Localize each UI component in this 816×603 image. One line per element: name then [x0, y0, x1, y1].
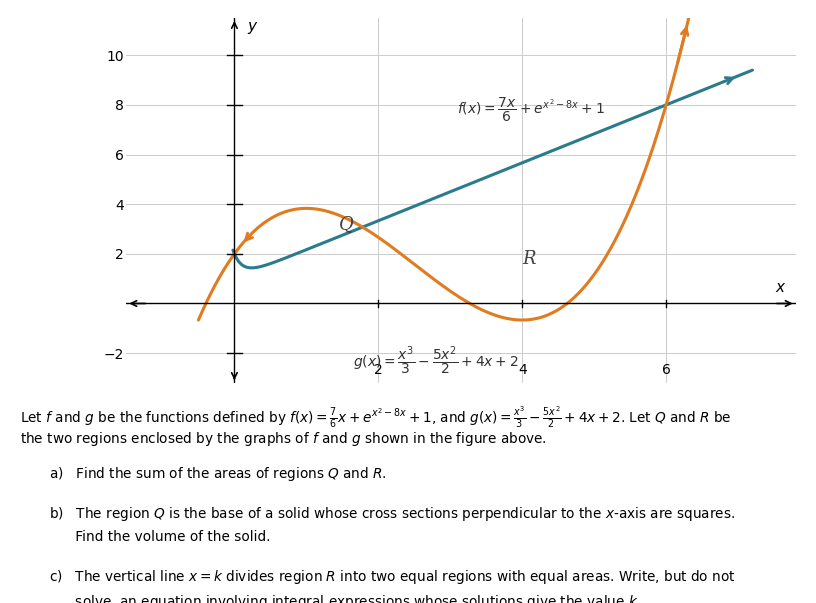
Text: Let $f$ and $g$ be the functions defined by $f(x) = \frac{7}{6}x + e^{x^2-8x} + : Let $f$ and $g$ be the functions defined… [20, 405, 732, 430]
Text: Q: Q [339, 215, 353, 233]
Text: the two regions enclosed by the graphs of $f$ and $g$ shown in the figure above.: the two regions enclosed by the graphs o… [20, 431, 548, 449]
Text: $g(x) = \dfrac{x^3}{3} - \dfrac{5x^2}{2} + 4x + 2$: $g(x) = \dfrac{x^3}{3} - \dfrac{5x^2}{2}… [353, 344, 519, 377]
Text: Find the volume of the solid.: Find the volume of the solid. [49, 530, 270, 544]
Text: $f(x) = \dfrac{7x}{6} + e^{x^2-8x} + 1$: $f(x) = \dfrac{7x}{6} + e^{x^2-8x} + 1$ [458, 96, 605, 124]
Text: a)   Find the sum of the areas of regions $Q$ and $R$.: a) Find the sum of the areas of regions … [49, 466, 387, 483]
Text: $x$: $x$ [775, 280, 787, 295]
Text: b)   The region $Q$ is the base of a solid whose cross sections perpendicular to: b) The region $Q$ is the base of a solid… [49, 505, 735, 523]
Text: R: R [522, 250, 536, 268]
Text: c)   The vertical line $x = k$ divides region $R$ into two equal regions with eq: c) The vertical line $x = k$ divides reg… [49, 567, 735, 586]
Text: solve, an equation involving integral expressions whose solutions give the value: solve, an equation involving integral ex… [49, 593, 641, 603]
Text: $y$: $y$ [247, 20, 259, 36]
